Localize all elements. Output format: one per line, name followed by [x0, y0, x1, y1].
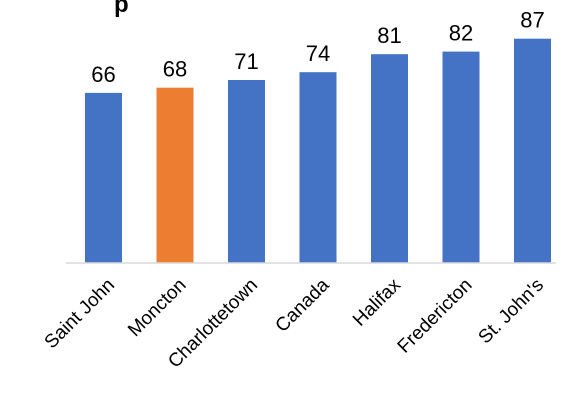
- data-label-moncton: 68: [163, 57, 187, 82]
- data-label-st-john-s: 87: [520, 8, 544, 33]
- bars-layer: [85, 38, 551, 264]
- bar-charlottetown: [228, 80, 265, 263]
- data-label-fredericton: 82: [449, 21, 473, 46]
- chart-title-fragment: p: [114, 0, 129, 18]
- bar-canada: [299, 72, 337, 263]
- x-tick-label-moncton: Moncton: [124, 275, 190, 341]
- x-tick-label-fredericton: Fredericton: [394, 275, 477, 358]
- data-label-canada: 74: [306, 41, 330, 66]
- bar-fredericton: [442, 51, 480, 263]
- bar-moncton: [156, 87, 194, 263]
- x-tick-label-canada: Canada: [272, 274, 334, 336]
- x-tick-label-st-john-s: St. John's: [475, 275, 548, 348]
- data-label-halifax: 81: [377, 23, 401, 48]
- x-tick-label-halifax: Halifax: [349, 274, 405, 330]
- x-tick-label-saint-john: Saint John: [41, 275, 119, 353]
- data-label-charlottetown: 71: [234, 49, 258, 74]
- bar-st-john-s: [514, 38, 551, 264]
- data-label-saint-john: 66: [91, 62, 115, 87]
- bar-saint-john: [85, 92, 122, 264]
- data-labels-layer: 66 68 71 74 81 82 87: [91, 8, 544, 87]
- bar-halifax: [371, 54, 408, 264]
